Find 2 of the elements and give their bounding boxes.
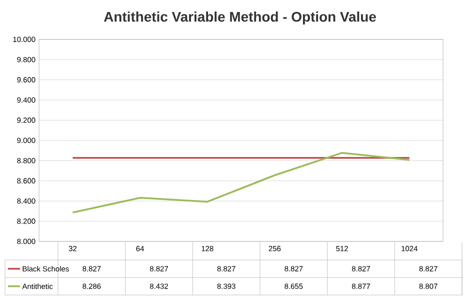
chart-title: Antithetic Variable Method - Option Value [104,11,376,24]
line-series [72,152,410,214]
